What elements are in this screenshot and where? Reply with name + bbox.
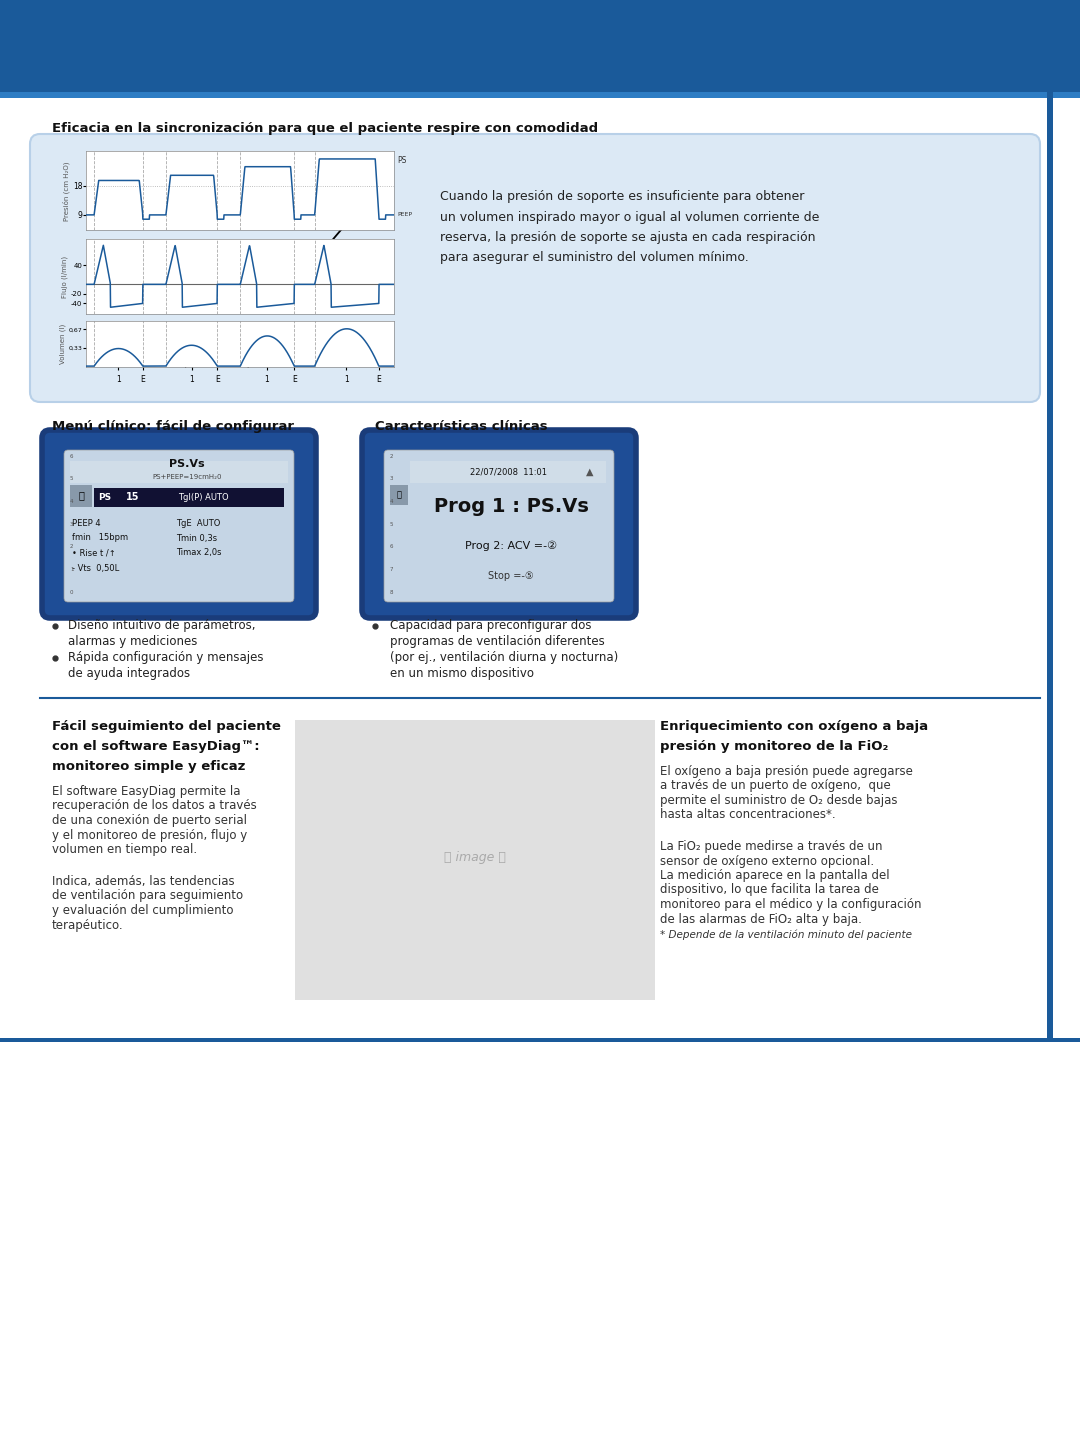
Text: Rápida configuración y mensajes: Rápida configuración y mensajes	[68, 651, 264, 664]
Text: 8: 8	[390, 589, 393, 595]
Text: 4: 4	[390, 498, 393, 504]
Text: Cuando la presión de soporte es insuficiente para obtener
un volumen inspirado m: Cuando la presión de soporte es insufici…	[440, 190, 820, 265]
Text: 1: 1	[70, 567, 73, 572]
Text: y el monitoreo de presión, flujo y: y el monitoreo de presión, flujo y	[52, 828, 247, 841]
Text: sensor de oxígeno externo opcional.: sensor de oxígeno externo opcional.	[660, 854, 874, 867]
Text: Indica, además, las tendencias: Indica, además, las tendencias	[52, 876, 234, 888]
Bar	[390, 485, 408, 505]
Text: Timax 2,0s: Timax 2,0s	[176, 549, 221, 557]
Y-axis label: Flujo (l/min): Flujo (l/min)	[62, 255, 68, 298]
Text: de ayuda integrados: de ayuda integrados	[68, 668, 190, 681]
Text: - Vts  0,50L: - Vts 0,50L	[72, 563, 119, 573]
Text: TgI(P) AUTO: TgI(P) AUTO	[178, 492, 229, 501]
Text: 🔓: 🔓	[78, 490, 84, 500]
Text: 3: 3	[390, 477, 393, 481]
Text: 4: 4	[70, 498, 73, 504]
Text: presión y monitoreo de la FiO₂: presión y monitoreo de la FiO₂	[660, 740, 889, 753]
Text: 7: 7	[390, 567, 393, 572]
Text: * Depende de la ventilación minuto del paciente: * Depende de la ventilación minuto del p…	[660, 930, 912, 940]
Text: y evaluación del cumplimiento: y evaluación del cumplimiento	[52, 904, 233, 917]
Text: a través de un puerto de oxígeno,  que: a través de un puerto de oxígeno, que	[660, 779, 891, 792]
FancyBboxPatch shape	[384, 449, 615, 602]
Bar	[70, 461, 288, 482]
Text: Aumento del nivel de la presión de
soporte necesario para alcanzar el Vt: Aumento del nivel de la presión de sopor…	[176, 347, 320, 369]
Text: 3: 3	[70, 521, 73, 527]
Text: recuperación de los datos a través: recuperación de los datos a través	[52, 799, 257, 812]
Text: TgE  AUTO: TgE AUTO	[176, 518, 220, 527]
Text: La FiO₂ puede medirse a través de un: La FiO₂ puede medirse a través de un	[660, 840, 882, 852]
Text: Enriquecimiento con oxígeno a baja: Enriquecimiento con oxígeno a baja	[660, 720, 928, 733]
Text: Stop =-⑤: Stop =-⑤	[488, 572, 534, 580]
Text: de ventilación para seguimiento: de ventilación para seguimiento	[52, 890, 243, 903]
Text: programas de ventilación diferentes: programas de ventilación diferentes	[390, 635, 605, 648]
Text: PS.Vs: PS.Vs	[170, 459, 205, 469]
Bar	[0, 1038, 1080, 1043]
Bar	[0, 1043, 1080, 1440]
Bar	[410, 461, 606, 482]
Text: 🔓: 🔓	[396, 491, 402, 500]
Text: Tmin 0,3s: Tmin 0,3s	[176, 533, 217, 543]
Y-axis label: Presión (cm H₂O): Presión (cm H₂O)	[63, 161, 70, 220]
Bar	[94, 488, 284, 507]
Text: monitoreo para el médico y la configuración: monitoreo para el médico y la configurac…	[660, 899, 921, 912]
Text: hasta altas concentraciones*.: hasta altas concentraciones*.	[660, 808, 836, 821]
Bar	[70, 485, 92, 507]
Text: de las alarmas de FiO₂ alta y baja.: de las alarmas de FiO₂ alta y baja.	[660, 913, 862, 926]
Text: Características clínicas: Características clínicas	[375, 420, 548, 433]
Bar	[1047, 0, 1053, 1440]
Text: El software EasyDiag permite la: El software EasyDiag permite la	[52, 785, 241, 798]
Text: Menú clínico: fácil de configurar: Menú clínico: fácil de configurar	[52, 420, 294, 433]
Text: volumen en tiempo real.: volumen en tiempo real.	[52, 842, 198, 855]
Text: Eficacia en la sincronización para que el paciente respire con comodidad: Eficacia en la sincronización para que e…	[52, 122, 598, 135]
Text: • Rise t /↑: • Rise t /↑	[72, 549, 116, 557]
Text: Fácil seguimiento del paciente: Fácil seguimiento del paciente	[52, 720, 281, 733]
Text: con el software EasyDiag™:: con el software EasyDiag™:	[52, 740, 259, 753]
FancyBboxPatch shape	[362, 431, 636, 618]
Text: de una conexión de puerto serial: de una conexión de puerto serial	[52, 814, 247, 827]
Text: Diseño intuitivo de parámetros,: Diseño intuitivo de parámetros,	[68, 619, 256, 632]
Text: 〔 image 〕: 〔 image 〕	[444, 851, 505, 864]
Bar	[0, 92, 1080, 98]
FancyBboxPatch shape	[42, 431, 316, 618]
Text: PEEP: PEEP	[397, 213, 413, 217]
Text: 5: 5	[70, 477, 73, 481]
Text: 2: 2	[390, 454, 393, 458]
Text: Prog 2: ACV =-②: Prog 2: ACV =-②	[464, 541, 557, 552]
Text: 2: 2	[70, 544, 73, 549]
Text: PS: PS	[98, 492, 111, 501]
Text: Capacidad para preconfigurar dos: Capacidad para preconfigurar dos	[390, 619, 592, 632]
Text: dispositivo, lo que facilita la tarea de: dispositivo, lo que facilita la tarea de	[660, 884, 879, 897]
Text: terapéutico.: terapéutico.	[52, 919, 123, 932]
Text: (por ej., ventilación diurna y nocturna): (por ej., ventilación diurna y nocturna)	[390, 651, 618, 664]
Text: PEEP 4: PEEP 4	[72, 518, 100, 527]
Text: 15: 15	[126, 492, 139, 503]
Text: 6: 6	[70, 454, 73, 458]
Text: 22/07/2008  11:01: 22/07/2008 11:01	[470, 468, 546, 477]
Text: alarmas y mediciones: alarmas y mediciones	[68, 635, 198, 648]
Text: PS+PEEP=19cmH₂0: PS+PEEP=19cmH₂0	[152, 474, 221, 480]
Text: en un mismo dispositivo: en un mismo dispositivo	[390, 668, 534, 681]
Text: PS: PS	[397, 156, 407, 166]
Text: El oxígeno a baja presión puede agregarse: El oxígeno a baja presión puede agregars…	[660, 765, 913, 778]
Text: monitoreo simple y eficaz: monitoreo simple y eficaz	[52, 760, 245, 773]
Text: permite el suministro de O₂ desde bajas: permite el suministro de O₂ desde bajas	[660, 793, 897, 806]
Text: Prog 1 : PS.Vs: Prog 1 : PS.Vs	[433, 497, 589, 516]
Bar	[295, 720, 654, 999]
FancyBboxPatch shape	[64, 449, 294, 602]
Text: ▲: ▲	[586, 467, 594, 477]
Y-axis label: Volumen (l): Volumen (l)	[59, 324, 66, 364]
FancyBboxPatch shape	[30, 134, 1040, 402]
Text: La medición aparece en la pantalla del: La medición aparece en la pantalla del	[660, 868, 890, 881]
Bar	[0, 0, 1080, 92]
Text: 5: 5	[390, 521, 393, 527]
Text: fmin   15bpm: fmin 15bpm	[72, 533, 129, 543]
Text: 6: 6	[390, 544, 393, 549]
Text: 0: 0	[70, 589, 73, 595]
